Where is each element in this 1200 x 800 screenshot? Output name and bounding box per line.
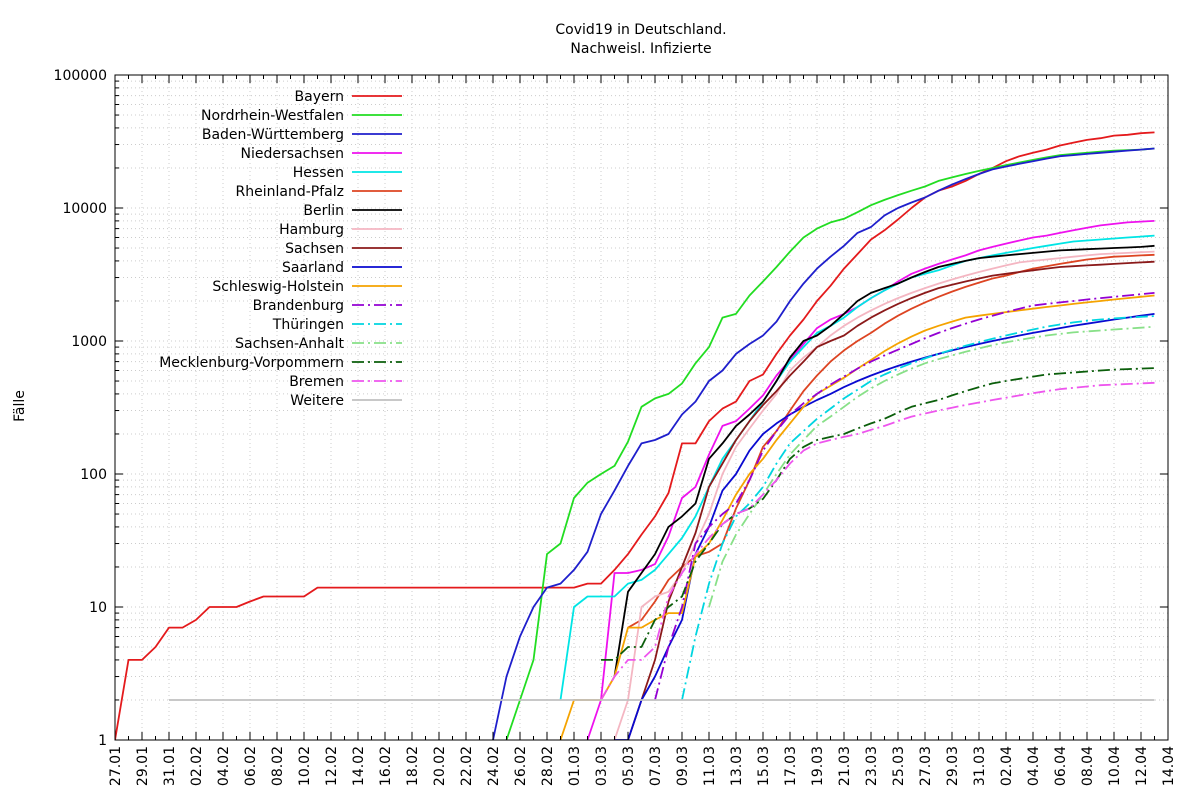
x-tick-label: 06.02	[243, 746, 259, 786]
y-axis-label: Fälle	[12, 390, 28, 422]
x-tick-label: 23.03	[864, 746, 880, 786]
x-tick-label: 27.03	[918, 746, 934, 786]
x-tick-label: 12.02	[324, 746, 340, 786]
x-tick-label: 08.02	[270, 746, 286, 786]
y-tick-label: 100	[80, 467, 107, 483]
legend-label: Sachsen-Anhalt	[235, 336, 344, 352]
x-tick-label: 13.03	[729, 746, 745, 786]
series-line-nordrhein-westfalen	[505, 147, 1155, 740]
y-tick-label: 10000	[62, 201, 107, 217]
series-line-saarland	[614, 313, 1155, 740]
series-line-th-ringen	[681, 315, 1155, 701]
y-tick-label: 100000	[54, 68, 107, 84]
x-tick-label: 26.02	[513, 746, 529, 786]
legend-label: Sachsen	[285, 241, 344, 257]
x-tick-label: 17.03	[783, 746, 799, 786]
y-tick-label: 1000	[71, 334, 107, 350]
axes: 1 10 100 1000 10000 100000 27.01 29.01 31.01 02.0…	[54, 68, 1177, 786]
x-tick-label: 14.04	[1161, 746, 1177, 786]
x-tick-label: 09.03	[675, 746, 691, 786]
x-tick-label: 19.03	[810, 746, 826, 786]
x-tick-label: 07.03	[648, 746, 664, 786]
x-tick-label: 27.01	[108, 746, 124, 786]
legend-label: Berlin	[303, 203, 344, 219]
x-tick-label: 06.04	[1053, 746, 1069, 786]
x-tick-label: 31.03	[972, 746, 988, 786]
x-tick-label: 15.03	[756, 746, 772, 786]
x-tick-label: 04.02	[216, 746, 232, 786]
x-tick-label: 10.02	[297, 746, 313, 786]
x-tick-label: 21.03	[837, 746, 853, 786]
x-tick-label: 02.02	[189, 746, 205, 786]
series-line-berlin	[613, 244, 1155, 677]
series-line-rheinland-pfalz	[627, 253, 1155, 629]
legend-label: Bayern	[295, 89, 344, 105]
x-tick-label: 03.03	[594, 746, 610, 786]
plot-series	[115, 131, 1155, 740]
legend-label: Schleswig-Holstein	[212, 279, 344, 295]
legend-label: Hessen	[293, 165, 344, 181]
chart-title: Covid19 in Deutschland.	[555, 22, 726, 38]
legend-label: Niedersachsen	[241, 146, 344, 162]
x-tick-label: 29.01	[135, 746, 151, 786]
series-line-bremen	[600, 381, 1155, 701]
series-line-sachsen-anhalt	[708, 325, 1155, 608]
y-tick-label: 10	[89, 600, 107, 616]
x-tick-label: 25.03	[891, 746, 907, 786]
legend-label: Saarland	[282, 260, 344, 276]
legend-label: Mecklenburg-Vorpommern	[159, 355, 344, 371]
x-tick-label: 18.02	[405, 746, 421, 786]
x-tick-label: 20.02	[432, 746, 448, 786]
series-line-mecklenburg-vorpommern	[601, 367, 1155, 661]
legend-label: Nordrhein-Westfalen	[201, 108, 344, 124]
x-tick-label: 31.01	[162, 746, 178, 786]
x-tick-label: 22.02	[459, 746, 475, 786]
y-tick-label: 1	[98, 733, 107, 749]
legend-label: Weitere	[290, 393, 344, 409]
legend-label: Bremen	[289, 374, 344, 390]
x-tick-label: 11.03	[702, 746, 718, 786]
legend-label: Brandenburg	[253, 298, 344, 314]
x-tick-label: 04.04	[1026, 746, 1042, 786]
x-tick-label: 24.02	[486, 746, 502, 786]
chart-subtitle: Nachweisl. Infizierte	[570, 41, 711, 57]
x-tick-label: 05.03	[621, 746, 637, 786]
x-tick-label: 02.04	[999, 746, 1015, 786]
legend-label: Rheinland-Pfalz	[236, 184, 344, 200]
series-line-hamburg	[613, 250, 1155, 740]
x-tick-label: 29.03	[945, 746, 961, 786]
x-tick-label: 28.02	[540, 746, 556, 786]
x-tick-label: 10.04	[1107, 746, 1123, 786]
x-tick-label: 12.04	[1134, 746, 1150, 786]
x-tick-label: 01.03	[567, 746, 583, 786]
legend: Bayern Nordrhein-Westfalen Baden-Württembe…	[159, 89, 402, 409]
x-tick-label: 16.02	[378, 746, 394, 786]
grid	[114, 75, 1169, 741]
series-line-baden-w-rttemberg	[492, 147, 1155, 740]
series-line-sachsen	[627, 260, 1155, 740]
legend-label: Thüringen	[272, 317, 344, 333]
legend-label: Hamburg	[279, 222, 344, 238]
series-line-brandenburg	[654, 292, 1155, 701]
x-tick-label: 08.04	[1080, 746, 1096, 786]
series-line-hessen	[559, 234, 1155, 701]
x-tick-label: 14.02	[351, 746, 367, 786]
legend-label: Baden-Württemberg	[202, 127, 344, 143]
